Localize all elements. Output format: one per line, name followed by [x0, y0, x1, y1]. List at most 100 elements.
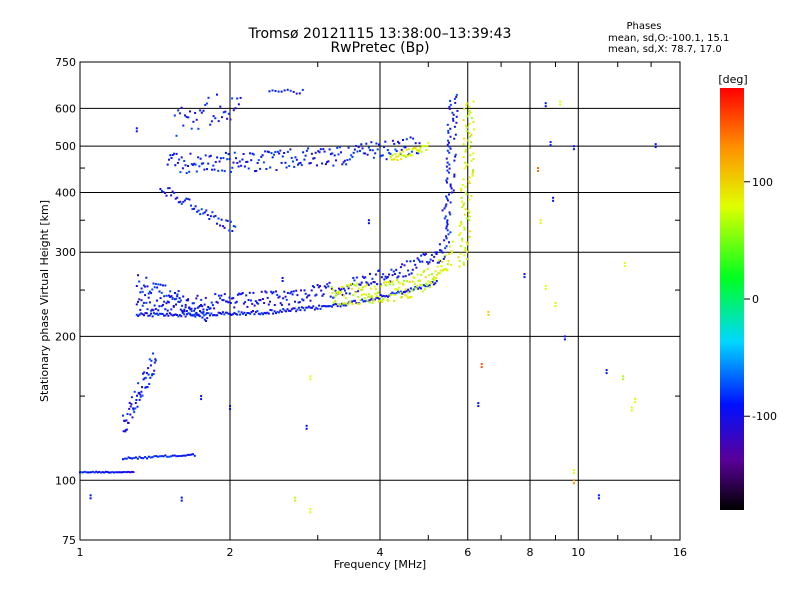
echo-point — [141, 394, 144, 397]
echo-point — [210, 301, 213, 304]
echo-point — [449, 231, 452, 234]
echo-point — [427, 262, 430, 265]
echo-point — [401, 292, 404, 295]
echo-point — [259, 313, 262, 316]
echo-point — [232, 297, 235, 300]
echo-point — [448, 145, 451, 148]
echo-point — [204, 104, 207, 106]
echo-point — [142, 378, 145, 381]
echo-point — [229, 118, 232, 121]
echo-point — [289, 310, 292, 312]
echo-point — [309, 511, 312, 514]
echo-point — [137, 300, 139, 303]
echo-point — [125, 428, 128, 431]
echo-point — [164, 308, 167, 311]
echo-point — [108, 471, 111, 474]
echo-point — [159, 297, 162, 300]
echo-point — [179, 299, 182, 302]
echo-point — [361, 147, 364, 150]
echo-point — [369, 272, 371, 275]
echo-point — [207, 306, 210, 308]
y-tick-label: 75 — [62, 534, 76, 547]
echo-point — [156, 286, 159, 289]
echo-point — [154, 308, 157, 310]
echo-point — [176, 293, 179, 296]
echo-point — [342, 302, 345, 305]
echo-point — [295, 289, 298, 292]
echo-point — [350, 287, 353, 290]
echo-point — [240, 311, 243, 314]
echo-point — [236, 97, 239, 100]
echo-point — [211, 168, 213, 171]
echo-point — [328, 148, 331, 151]
echo-point — [340, 288, 343, 291]
echo-point — [414, 263, 417, 266]
echo-point — [454, 153, 457, 156]
echo-point — [436, 273, 438, 276]
echo-point — [309, 299, 312, 302]
echo-point — [378, 298, 381, 301]
echo-point — [398, 286, 401, 289]
echo-point — [405, 155, 407, 158]
echo-point — [246, 312, 249, 314]
echo-point — [449, 213, 452, 216]
echo-point — [213, 307, 216, 310]
echo-point — [375, 295, 378, 298]
echo-point — [186, 453, 189, 456]
echo-point — [360, 294, 363, 296]
echo-point — [200, 298, 203, 301]
echo-point — [184, 114, 186, 117]
echo-point — [223, 293, 226, 296]
echo-point — [357, 290, 360, 293]
echo-point — [366, 299, 369, 302]
echo-point — [236, 162, 239, 164]
echo-point — [190, 204, 192, 207]
echo-point — [323, 285, 326, 288]
echo-point — [151, 308, 154, 311]
echo-point — [230, 313, 233, 316]
echo-point — [445, 268, 448, 271]
echo-point — [446, 177, 449, 180]
echo-point — [130, 403, 133, 406]
echo-point — [134, 456, 137, 459]
echo-point — [213, 314, 216, 316]
echo-point — [314, 294, 317, 297]
echo-point — [147, 314, 150, 317]
echo-point — [375, 288, 378, 291]
echo-point — [463, 228, 466, 231]
echo-point — [448, 107, 451, 110]
echo-point — [180, 496, 183, 499]
echo-point — [328, 281, 331, 284]
y-tick-label: 200 — [55, 330, 76, 343]
echo-point — [182, 295, 185, 298]
echo-point — [455, 95, 458, 98]
echo-point — [231, 97, 234, 100]
echo-point — [292, 160, 294, 163]
echo-point — [132, 408, 135, 411]
echo-point — [144, 386, 147, 389]
echo-point — [449, 127, 452, 130]
echo-point — [449, 99, 452, 102]
echo-point — [416, 284, 418, 287]
echo-point — [220, 218, 223, 221]
echo-point — [544, 102, 547, 105]
echo-point — [175, 152, 178, 155]
echo-point — [123, 457, 126, 460]
echo-point — [414, 142, 417, 145]
echo-point — [358, 302, 361, 305]
echo-point — [160, 455, 163, 458]
echo-point — [378, 300, 380, 303]
echo-point — [450, 187, 453, 190]
echo-point — [276, 293, 279, 296]
echo-point — [180, 106, 183, 109]
echo-point — [395, 150, 398, 153]
echo-point — [111, 471, 114, 474]
echo-point — [221, 299, 224, 302]
echo-point — [443, 239, 446, 242]
echo-point — [316, 284, 319, 286]
echo-point — [523, 273, 526, 276]
echo-point — [293, 165, 296, 168]
echo-point — [463, 107, 466, 110]
echo-point — [150, 359, 153, 362]
echo-point — [415, 287, 418, 290]
